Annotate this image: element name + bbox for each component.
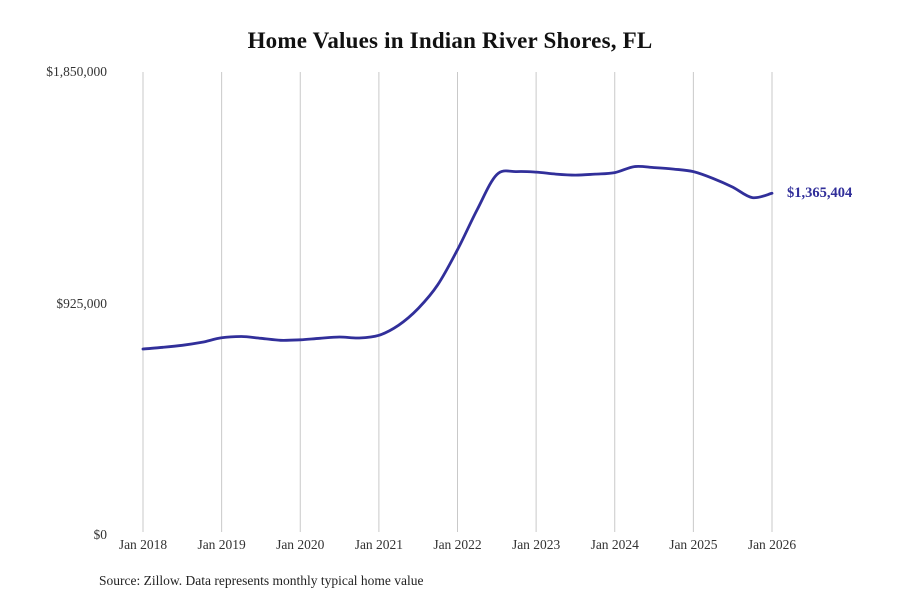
x-axis-label: Jan 2018 bbox=[118, 537, 168, 552]
x-axis-label: Jan 2019 bbox=[197, 537, 246, 552]
source-note: Source: Zillow. Data represents monthly … bbox=[99, 573, 424, 588]
chart-title: Home Values in Indian River Shores, FL bbox=[247, 28, 653, 53]
home-value-line bbox=[141, 164, 774, 351]
x-axis-label: Jan 2023 bbox=[511, 537, 561, 552]
end-value-label: $1,365,404 bbox=[787, 185, 853, 202]
x-axis-label: Jan 2024 bbox=[590, 537, 639, 552]
y-axis-label: $1,850,000 bbox=[46, 64, 107, 79]
y-axis-label: $0 bbox=[93, 527, 108, 542]
x-axis-label: Jan 2026 bbox=[747, 537, 797, 552]
x-axis-label: Jan 2022 bbox=[433, 537, 482, 552]
y-axis-label: $925,000 bbox=[56, 295, 107, 311]
x-axis-label: Jan 2021 bbox=[354, 537, 404, 552]
x-axis-label: Jan 2020 bbox=[276, 537, 325, 552]
x-axis-label: Jan 2025 bbox=[669, 537, 718, 552]
